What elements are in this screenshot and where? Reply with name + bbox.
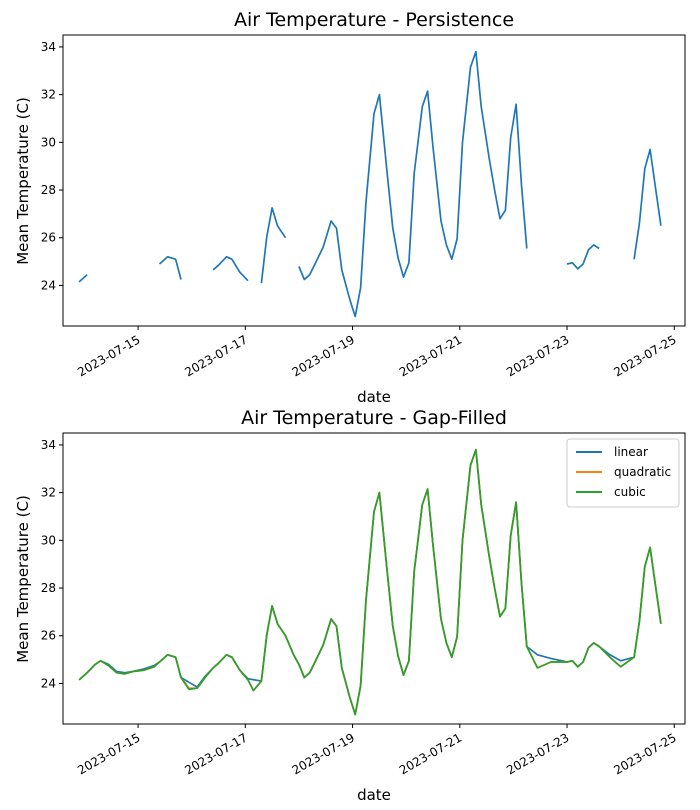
- plot-area: [63, 35, 685, 326]
- plot-frame: [62, 34, 686, 327]
- series-line-cubic: [78, 448, 662, 716]
- series-line: [566, 244, 600, 270]
- x-tick-label: 2023-07-25: [611, 730, 678, 777]
- plot-frame: [62, 432, 686, 725]
- series-line: [78, 274, 88, 283]
- series-line: [212, 255, 249, 282]
- legend: linear quadratic cubic: [566, 438, 680, 508]
- y-tick-label: 28: [41, 183, 56, 197]
- y-tick-label: 26: [41, 231, 56, 245]
- legend-label-linear: linear: [614, 445, 648, 459]
- y-tick-label: 28: [41, 581, 56, 595]
- x-tick-label: 2023-07-17: [182, 730, 249, 777]
- y-tick-label: 32: [41, 88, 56, 102]
- y-tick-label: 30: [41, 533, 56, 547]
- y-tick-label: 30: [41, 135, 56, 149]
- x-tick-label: 2023-07-19: [290, 730, 357, 777]
- series-lines: [78, 50, 662, 318]
- x-tick-label: 2023-07-19: [290, 332, 357, 379]
- x-axis-label: date: [357, 388, 391, 406]
- x-tick-label: 2023-07-25: [611, 332, 678, 379]
- x-tick-label: 2023-07-23: [504, 730, 571, 777]
- x-tick-label: 2023-07-15: [75, 730, 142, 777]
- series-line: [158, 255, 182, 280]
- x-axis-label: date: [357, 786, 391, 804]
- x-tick-label: 2023-07-23: [504, 332, 571, 379]
- series-line: [260, 207, 287, 284]
- chart-gap-filled: Air Temperature - Gap-Filled 24 26 28 30 32 3…: [14, 407, 686, 804]
- chart-persistence: Air Temperature - Persistence 24 26 28 30 32…: [14, 9, 686, 406]
- series-line: [633, 148, 662, 260]
- chart-title: Air Temperature - Persistence: [234, 9, 514, 31]
- x-tick-label: 2023-07-21: [397, 730, 464, 777]
- chart-title: Air Temperature - Gap-Filled: [241, 407, 507, 429]
- y-axis-label: Mean Temperature (C): [14, 97, 32, 265]
- y-tick-label: 34: [41, 438, 56, 452]
- x-tick-label: 2023-07-21: [397, 332, 464, 379]
- y-tick-label: 32: [41, 486, 56, 500]
- legend-label-cubic: cubic: [614, 485, 646, 499]
- x-tick-label: 2023-07-17: [182, 332, 249, 379]
- y-tick-label: 24: [41, 676, 56, 690]
- x-tick-label: 2023-07-15: [75, 332, 142, 379]
- legend-label-quadratic: quadratic: [614, 465, 671, 479]
- legend-box: [566, 438, 680, 508]
- y-axis-label: Mean Temperature (C): [14, 495, 32, 663]
- y-tick-label: 24: [41, 278, 56, 292]
- y-tick-label: 26: [41, 629, 56, 643]
- series-line: [298, 50, 528, 318]
- y-tick-label: 34: [41, 40, 56, 54]
- series-lines: [78, 448, 662, 716]
